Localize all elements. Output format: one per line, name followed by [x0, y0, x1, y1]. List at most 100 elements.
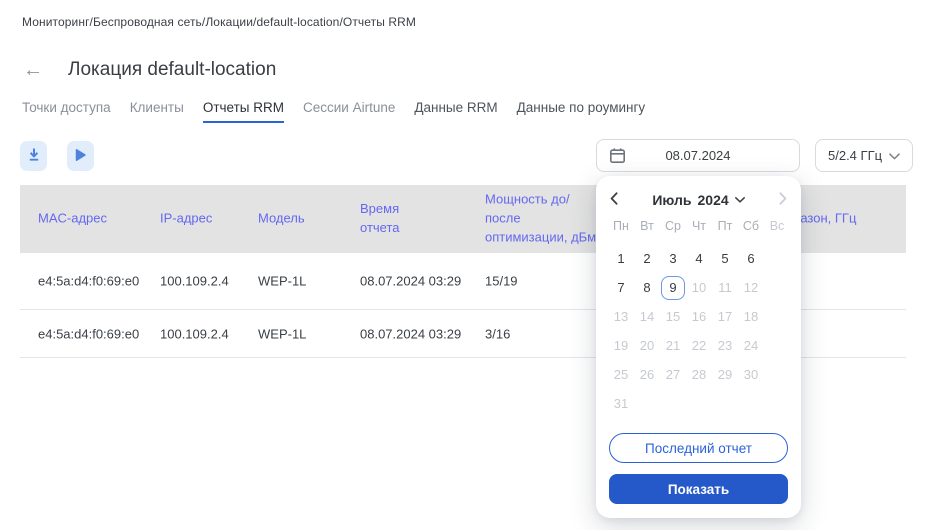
calendar-day-cell: 30	[738, 360, 764, 389]
table-cell: 3/16	[485, 326, 511, 341]
calendar-day: 17	[717, 309, 733, 324]
calendar-day-cell: 10	[686, 273, 712, 302]
column-header[interactable]: Время отчета	[360, 201, 400, 235]
table-cell: WEP-1L	[258, 326, 307, 341]
table-cell: WEP-1L	[258, 273, 307, 289]
month-label: Июль	[652, 192, 692, 208]
calendar-day-cell: 3	[660, 244, 686, 273]
calendar-day-cell: 28	[686, 360, 712, 389]
run-report-button[interactable]	[67, 141, 94, 171]
download-icon	[27, 147, 41, 165]
column-header[interactable]: Мощность до/после оптимизации, дБм	[485, 191, 597, 245]
weekday-label: Пт	[717, 219, 733, 233]
calendar-day[interactable]: 5	[721, 251, 729, 266]
table-cell: 08.07.2024 03:29	[360, 326, 462, 341]
tab-rrm-data[interactable]: Данные RRM	[414, 100, 498, 115]
calendar-day: 15	[665, 309, 681, 324]
calendar-day-cell: 19	[608, 331, 634, 360]
calendar-day: 23	[717, 338, 733, 353]
band-dropdown[interactable]: 5/2.4 ГГц	[815, 139, 913, 172]
download-report-button[interactable]	[20, 141, 47, 171]
calendar-day-cell: 17	[712, 302, 738, 331]
calendar-header: Июль 2024	[596, 189, 801, 211]
tab-airtune-sessions[interactable]: Сессии Airtune	[303, 100, 396, 115]
tab-clients[interactable]: Клиенты	[129, 100, 184, 115]
calendar-day: 11	[718, 280, 732, 295]
tab-rrm-reports[interactable]: Отчеты RRM	[202, 100, 284, 123]
date-picker-popup: Июль 2024 Пн Вт Ср Чт Пт Сб Вс 1 2 3 4 5 6 7 8 9 10 11 12…	[596, 176, 801, 518]
calendar-day: 24	[743, 338, 759, 353]
column-header[interactable]: Модель	[258, 210, 305, 226]
calendar-day-cell: 13	[608, 302, 634, 331]
tab-roaming-data[interactable]: Данные по роумингу	[516, 100, 646, 115]
calendar-day: 19	[613, 338, 629, 353]
calendar-day-cell: 5	[712, 244, 738, 273]
calendar-day: 10	[691, 280, 707, 295]
calendar-day-cell: 20	[634, 331, 660, 360]
calendar-day-cell: 25	[608, 360, 634, 389]
calendar-day[interactable]: 6	[747, 251, 755, 266]
calendar-day-cell: 22	[686, 331, 712, 360]
calendar-day: 25	[613, 367, 629, 382]
calendar-day[interactable]: 9	[661, 275, 685, 300]
tab-access-points[interactable]: Точки доступа	[22, 100, 111, 115]
calendar-day: 21	[665, 338, 681, 353]
year-label: 2024	[697, 192, 729, 208]
calendar-day-cell: 23	[712, 331, 738, 360]
calendar-day: 31	[613, 396, 629, 411]
weekday-label: Пн	[613, 219, 629, 233]
calendar-day: 26	[639, 367, 655, 382]
calendar-day[interactable]: 8	[643, 280, 651, 295]
calendar-grid: 1 2 3 4 5 6 7 8 9 10 11 12 13 14 15 16 17 18 19 20 21 22 23 24 2…	[608, 244, 790, 418]
table-cell: 15/19	[485, 273, 518, 289]
table-cell: 08.07.2024 03:29	[360, 273, 462, 289]
weekday-label: Сб	[742, 219, 760, 233]
calendar-day-cell: 18	[738, 302, 764, 331]
calendar-day[interactable]: 2	[643, 251, 651, 266]
band-dropdown-value: 5/2.4 ГГц	[828, 148, 883, 163]
page-title: Локация default-location	[68, 59, 277, 80]
calendar-day-cell: 24	[738, 331, 764, 360]
calendar-day-cell: 29	[712, 360, 738, 389]
calendar-day-cell: 1	[608, 244, 634, 273]
calendar-day-empty	[764, 360, 790, 389]
calendar-day: 28	[691, 367, 707, 382]
play-icon	[74, 148, 87, 165]
next-month-icon[interactable]	[779, 192, 787, 210]
report-date-value[interactable]	[597, 140, 799, 171]
month-year-selector[interactable]: Июль 2024	[596, 189, 801, 211]
calendar-day-cell: 11	[712, 273, 738, 302]
last-report-button[interactable]: Последний отчет	[609, 433, 788, 463]
calendar-day-cell: 26	[634, 360, 660, 389]
calendar-day-empty	[764, 331, 790, 360]
calendar-day-cell: 31	[608, 389, 634, 418]
weekday-label: Вс	[769, 219, 785, 233]
calendar-day: 13	[613, 309, 629, 324]
chevron-down-icon	[734, 197, 745, 203]
date-input[interactable]	[596, 139, 800, 172]
calendar-day-cell: 4	[686, 244, 712, 273]
calendar-day: 16	[691, 309, 707, 324]
table-cell: e4:5a:d4:f0:69:e0	[38, 273, 140, 289]
calendar-day: 22	[691, 338, 707, 353]
calendar-day-cell: 6	[738, 244, 764, 273]
calendar-day-cell: 9	[660, 273, 686, 302]
calendar-day-cell: 8	[634, 273, 660, 302]
back-arrow-icon[interactable]: ←	[23, 59, 43, 81]
calendar-day[interactable]: 1	[617, 251, 625, 266]
calendar-day[interactable]: 7	[617, 280, 625, 295]
calendar-day[interactable]: 3	[669, 251, 677, 266]
calendar-day[interactable]: 4	[695, 251, 703, 266]
weekday-label: Вт	[640, 219, 654, 233]
calendar-day-cell: 14	[634, 302, 660, 331]
column-header[interactable]: IP-адрес	[160, 210, 213, 226]
calendar-day: 29	[717, 367, 733, 382]
column-header[interactable]: MAC-адрес	[38, 210, 107, 226]
show-button[interactable]: Показать	[609, 474, 788, 504]
weekday-label: Ср	[665, 219, 681, 233]
breadcrumb[interactable]: Мониторинг/Беспроводная сеть/Локации/def…	[22, 15, 417, 29]
chevron-down-icon	[889, 148, 900, 163]
prev-month-icon[interactable]	[610, 192, 618, 210]
calendar-day-empty	[764, 302, 790, 331]
toolbar	[20, 141, 94, 171]
